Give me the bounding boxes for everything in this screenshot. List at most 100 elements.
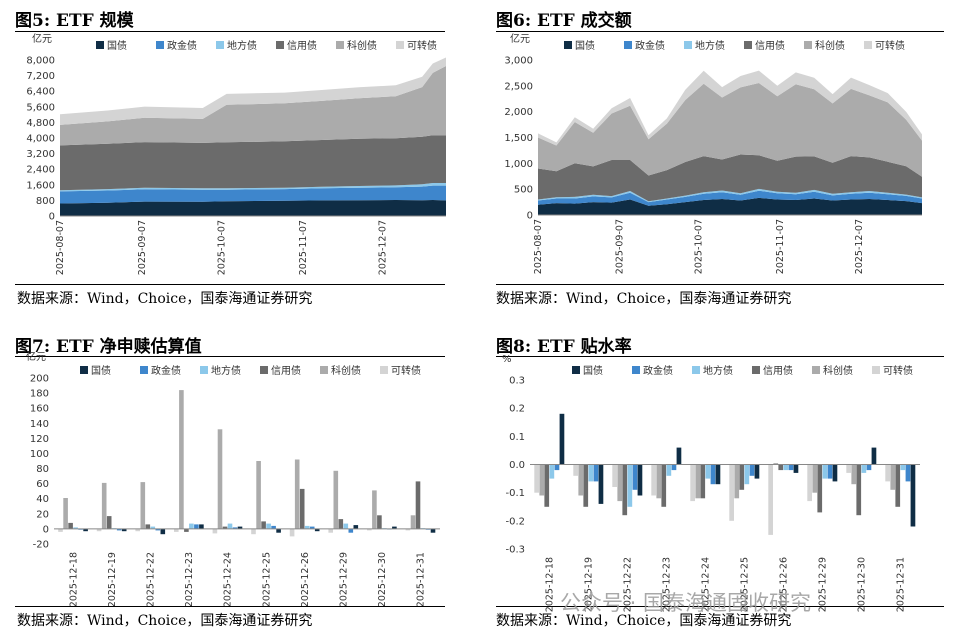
legend-swatch-xyz (752, 366, 760, 374)
y-tick-label: 0.1 (509, 432, 525, 443)
bar-kcz (578, 464, 584, 496)
y-tick-label: 100 (30, 449, 49, 460)
y-axis-unit: 亿元 (510, 32, 530, 45)
bar-kcz (695, 464, 701, 499)
y-tick-label: 4,800 (26, 118, 55, 129)
bar-gz (237, 526, 243, 529)
bar-kcz (851, 464, 857, 485)
bar-kcz (101, 482, 107, 529)
bar-gz (637, 464, 643, 496)
bar-kzz (885, 464, 890, 482)
title-rule (496, 31, 944, 32)
area-series-gz (60, 200, 446, 216)
bar-gz (793, 464, 799, 473)
legend-label-xyz: 信用债 (755, 39, 785, 52)
bar-gz (871, 447, 877, 465)
x-tick-label: 2025-10-07 (216, 220, 227, 275)
bar-dfz (73, 527, 78, 529)
bar-xyz (106, 516, 112, 529)
bar-gz (430, 528, 436, 533)
etf-net-subscription-chart: 国债 政金债 地方债 信用债 科创债 可转债 -20 0 20 40 60 80 100 120 140 16… (26, 350, 440, 607)
bar-kzz (328, 528, 333, 533)
y-tick-label: 0 (43, 524, 49, 535)
legend-label-kcz: 科创债 (331, 364, 361, 377)
y-axis-unit: 亿元 (32, 32, 52, 45)
bar-kcz (617, 464, 623, 502)
legend-label-xyz: 信用债 (271, 364, 301, 377)
x-tick-label: 2025-08-07 (55, 220, 66, 275)
y-tick-label: 0 (49, 212, 55, 223)
x-tick-label: 2025-11-07 (775, 219, 786, 274)
etf-discount-rate-chart: 国债 政金债 地方债 信用债 科创债 可转债 -0.3 -0.2 -0.1 0.0 0.1 0.2 0.… (502, 354, 920, 612)
bar-kcz (372, 490, 377, 529)
y-tick-label: 5,600 (26, 102, 55, 113)
bar-zjz (632, 464, 638, 490)
bar-gz (199, 524, 204, 529)
bar-kzz (612, 464, 617, 487)
source-rule (496, 284, 944, 285)
bar-zjz (232, 527, 238, 529)
x-tick-label: 2025-12-24 (701, 557, 712, 612)
legend-label-kcz: 科创债 (347, 39, 377, 52)
legend-swatch-kcz (320, 366, 328, 374)
bar-dfz (783, 464, 789, 471)
legend-swatch-xyz (744, 41, 752, 49)
legend-label-zjz: 政金债 (643, 364, 673, 377)
x-tick-label: 2025-09-07 (615, 219, 626, 274)
legend-label-gz: 国债 (107, 39, 127, 52)
bar-gz (715, 464, 721, 485)
y-tick-label: 120 (30, 434, 49, 445)
bar-gz (676, 447, 682, 465)
bar-xyz (377, 515, 382, 529)
bar-kzz (768, 464, 773, 535)
source-rule (15, 606, 445, 607)
x-tick-label: 2025-12-25 (740, 557, 751, 612)
legend-swatch-gz (80, 366, 88, 374)
y-tick-label: 2,400 (26, 165, 55, 176)
y-tick-label: 2,500 (504, 81, 533, 92)
bar-gz (121, 528, 127, 532)
area-series-kzz (538, 70, 922, 146)
x-tick-label: 2025-12-31 (896, 557, 907, 612)
bar-kcz (294, 459, 300, 529)
bar-xyz (622, 464, 628, 516)
bar-kzz (174, 528, 179, 532)
legend-label-kzz: 可转债 (407, 39, 437, 52)
source-rule (496, 606, 944, 607)
legend-swatch-zjz (156, 41, 164, 49)
legend-swatch-kzz (380, 366, 388, 374)
bar-xyz (184, 528, 189, 532)
x-tick-label: 2025-11-07 (298, 220, 309, 275)
bar-zjz (194, 524, 199, 529)
bar-xyz (856, 464, 862, 516)
legend-swatch-dfz (692, 366, 700, 374)
bar-kzz (96, 528, 102, 532)
bar-kzz (729, 464, 734, 521)
area-series-dfz (60, 183, 446, 192)
bar-gz (559, 413, 565, 465)
y-tick-label: 160 (30, 404, 49, 415)
x-tick-label: 2025-10-07 (693, 219, 704, 274)
bar-kzz (534, 464, 539, 493)
x-tick-label: 2025-12-29 (339, 552, 350, 607)
y-tick-label: 800 (36, 196, 55, 207)
area-series-kcz (538, 83, 922, 177)
x-tick-label: 2025-12-18 (68, 552, 79, 607)
bar-gz (83, 528, 88, 532)
y-axis-unit: 亿元 (26, 350, 46, 363)
bar-zjz (348, 528, 354, 533)
y-tick-label: 20 (36, 509, 49, 520)
etf-scale-chart: 国债 政金债 地方债 信用债 科创债 可转债 0 800 1,600 2,400 3,200 4,00… (26, 32, 446, 275)
legend-label-dfz: 地方债 (211, 364, 241, 377)
area-series-gz (538, 197, 922, 215)
y-tick-label: 1,500 (504, 133, 533, 144)
bar-xyz (222, 526, 228, 529)
x-tick-label: 2025-12-30 (377, 552, 388, 607)
y-axis-unit: % (502, 354, 512, 365)
legend-label-kzz: 可转债 (875, 39, 905, 52)
y-tick-label: -0.2 (505, 516, 525, 527)
bar-gz (910, 464, 916, 527)
x-tick-label: 2025-12-23 (184, 552, 195, 607)
bar-kcz (217, 429, 223, 529)
bar-xyz (544, 464, 550, 507)
